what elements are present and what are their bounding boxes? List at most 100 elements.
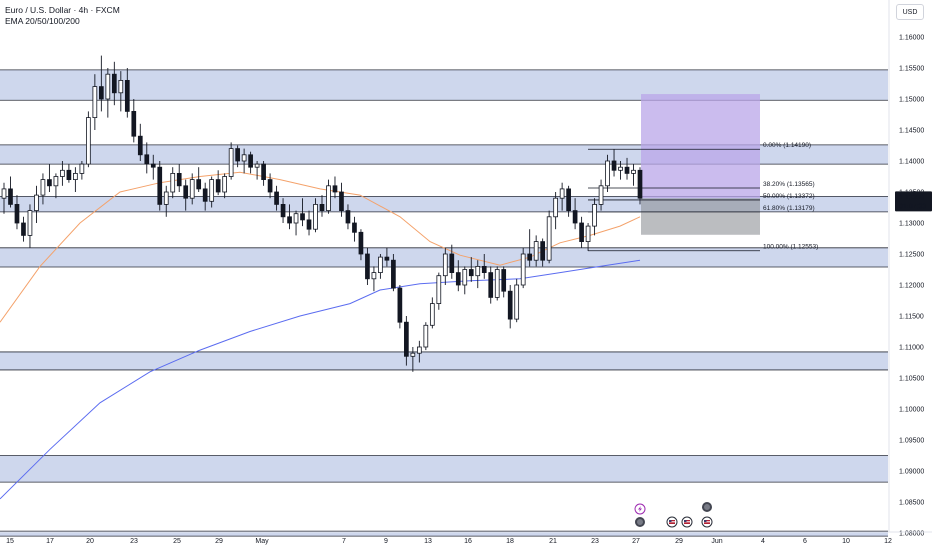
us-flag-event-icon[interactable] — [701, 516, 713, 528]
candle[interactable] — [131, 99, 137, 143]
candle[interactable] — [111, 61, 117, 106]
candle[interactable] — [579, 216, 584, 248]
candle[interactable] — [533, 235, 539, 267]
candle[interactable] — [222, 173, 227, 199]
candle[interactable] — [92, 74, 98, 130]
candle[interactable] — [144, 142, 150, 174]
news-event-icon[interactable] — [702, 502, 712, 512]
candle[interactable] — [566, 185, 571, 217]
candle[interactable] — [1, 182, 7, 214]
candle[interactable] — [436, 272, 442, 310]
candle[interactable] — [527, 229, 533, 267]
candle[interactable] — [611, 149, 617, 177]
candle[interactable] — [228, 142, 234, 180]
candle[interactable] — [313, 198, 318, 233]
candle[interactable] — [462, 266, 468, 295]
candle[interactable] — [624, 157, 630, 180]
candle[interactable] — [53, 173, 59, 199]
candle[interactable] — [488, 266, 494, 304]
candle[interactable] — [637, 167, 643, 205]
candle[interactable] — [8, 176, 13, 208]
candle[interactable] — [73, 167, 78, 192]
currency-button[interactable]: USD — [896, 4, 924, 20]
candle[interactable] — [507, 285, 513, 329]
candle[interactable] — [47, 164, 52, 192]
candle[interactable] — [118, 71, 124, 112]
candle[interactable] — [293, 210, 299, 236]
candle[interactable] — [365, 247, 370, 285]
candle[interactable] — [196, 167, 202, 192]
candle[interactable] — [378, 254, 383, 279]
candle[interactable] — [384, 247, 390, 267]
candle[interactable] — [455, 260, 461, 292]
candle[interactable] — [176, 164, 182, 192]
candle[interactable] — [501, 266, 507, 298]
candle[interactable] — [481, 254, 487, 279]
candle[interactable] — [391, 254, 396, 292]
candle[interactable] — [14, 195, 20, 230]
candle[interactable] — [306, 210, 312, 236]
candle[interactable] — [397, 285, 403, 329]
candle[interactable] — [598, 179, 604, 211]
candle[interactable] — [163, 185, 169, 217]
candle[interactable] — [339, 182, 344, 217]
candle[interactable] — [105, 68, 111, 118]
candle[interactable] — [423, 322, 429, 351]
candle[interactable] — [21, 216, 26, 242]
candle[interactable] — [592, 198, 597, 236]
candle[interactable] — [559, 182, 565, 211]
candle[interactable] — [326, 179, 331, 214]
candle[interactable] — [468, 257, 474, 282]
candle[interactable] — [40, 173, 46, 205]
candle[interactable] — [553, 192, 558, 230]
candle[interactable] — [605, 154, 610, 192]
candle[interactable] — [124, 68, 130, 118]
candle[interactable] — [631, 164, 636, 186]
candle[interactable] — [514, 278, 520, 323]
candle[interactable] — [137, 123, 143, 161]
target-zone[interactable] — [641, 94, 760, 199]
candle[interactable] — [99, 55, 104, 112]
candle[interactable] — [86, 111, 91, 168]
us-flag-event-icon[interactable] — [666, 516, 678, 528]
candle[interactable] — [202, 182, 208, 211]
candle[interactable] — [150, 154, 156, 180]
candle[interactable] — [60, 161, 65, 186]
candle[interactable] — [371, 266, 377, 292]
candle[interactable] — [157, 161, 163, 211]
candle[interactable] — [332, 176, 338, 199]
candle[interactable] — [618, 161, 623, 180]
candle[interactable] — [267, 173, 273, 199]
price-axis[interactable] — [889, 0, 932, 550]
candle[interactable] — [280, 198, 286, 223]
candle[interactable] — [209, 176, 215, 208]
candle[interactable] — [300, 198, 305, 227]
lightning-event-icon[interactable] — [634, 503, 646, 515]
candle[interactable] — [170, 167, 176, 199]
candle[interactable] — [410, 347, 416, 372]
candle[interactable] — [241, 148, 247, 174]
candle[interactable] — [287, 204, 292, 230]
candle[interactable] — [416, 340, 422, 363]
candle[interactable] — [189, 173, 195, 205]
candle[interactable] — [572, 198, 578, 230]
candle[interactable] — [215, 170, 221, 196]
candle[interactable] — [261, 161, 266, 186]
candle[interactable] — [449, 244, 455, 279]
candle[interactable] — [27, 204, 33, 248]
candle[interactable] — [352, 216, 357, 242]
candle[interactable] — [540, 238, 545, 267]
candle[interactable] — [475, 260, 481, 289]
candle[interactable] — [358, 229, 364, 261]
candle[interactable] — [66, 164, 72, 183]
candle[interactable] — [546, 210, 552, 264]
candle[interactable] — [34, 185, 39, 223]
candle[interactable] — [404, 316, 409, 366]
news-event-icon[interactable] — [635, 517, 645, 527]
us-flag-event-icon[interactable] — [681, 516, 693, 528]
candle[interactable] — [585, 223, 591, 251]
candle[interactable] — [319, 195, 325, 217]
candle[interactable] — [494, 266, 500, 301]
candle[interactable] — [442, 247, 448, 285]
